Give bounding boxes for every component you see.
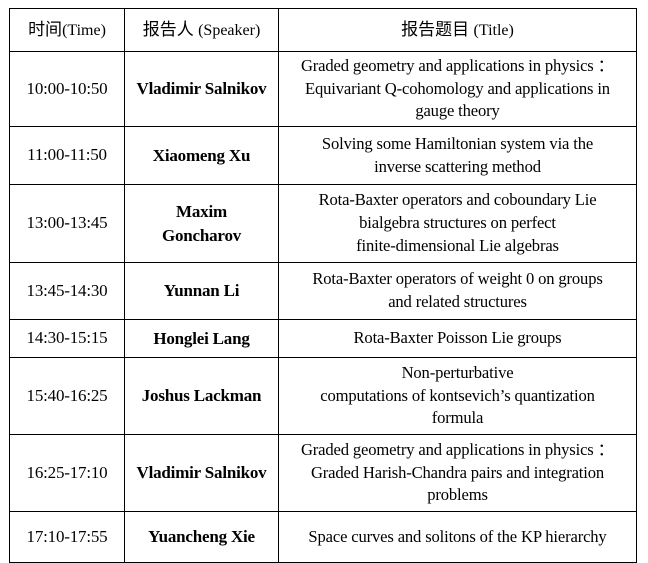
cell-time: 14:30-15:15 — [9, 319, 125, 358]
cell-time: 17:10-17:55 — [9, 511, 125, 563]
speaker-line: Joshus Lackman — [141, 386, 262, 406]
title-line: and related structures — [388, 292, 527, 311]
title-line: computations of kontsevich’s quantizatio… — [320, 385, 595, 405]
speaker-line: Yuancheng Xie — [148, 527, 255, 547]
cell-time: 13:00-13:45 — [9, 184, 125, 263]
cell-speaker: Vladimir Salnikov — [124, 51, 279, 127]
table-row: 10:00-10:50 Vladimir Salnikov Graded geome… — [9, 51, 637, 127]
title-line: bialgebra structures on perfect — [359, 213, 556, 233]
table-row: 15:40-16:25 Joshus Lackman Non-perturbativ… — [9, 357, 637, 435]
cell-title: Rota-Baxter Poisson Lie groups — [278, 319, 637, 358]
title-line: Solving some Hamiltonian system via the — [321, 133, 594, 153]
schedule-table-container: 时间(Time) 报告人 (Speaker) 报告题目 (Title) 10:0… — [9, 8, 637, 563]
speaker-line: Honglei Lang — [153, 328, 250, 348]
column-header-speaker-latin: (Speaker) — [198, 21, 261, 39]
cell-title: Rota-Baxter operators of weight 0 on gro… — [278, 262, 637, 320]
cell-title: Solving some Hamiltonian system via the i… — [278, 126, 637, 185]
speaker-line: Vladimir Salnikov — [136, 79, 267, 99]
table-row: 16:25-17:10 Vladimir Salnikov Graded geome… — [9, 434, 637, 512]
cell-speaker: Vladimir Salnikov — [124, 434, 279, 512]
cell-time: 13:45-14:30 — [9, 262, 125, 320]
table-row: 11:00-11:50 Xiaomeng Xu Solving some Hamil… — [9, 126, 637, 185]
cell-speaker: Joshus Lackman — [124, 357, 279, 435]
table-row: 13:45-14:30 Yunnan Li Rota-Baxter operator… — [9, 262, 637, 320]
speaker-line: Goncharov — [161, 225, 242, 245]
cell-title: Space curves and solitons of the KP hier… — [278, 511, 637, 563]
column-header-time: 时间(Time) — [9, 8, 125, 52]
table-body: 10:00-10:50 Vladimir Salnikov Graded geome… — [9, 51, 637, 563]
column-header-title: 报告题目 (Title) — [278, 8, 637, 52]
table-row: 13:00-13:45 Maxim Goncharov Rota-Baxter ope… — [9, 184, 637, 263]
title-line: Graded geometry and applications in phys… — [300, 55, 615, 75]
title-line: finite-dimensional Lie algebras — [356, 235, 559, 255]
title-line: gauge theory — [415, 101, 500, 121]
cell-title: Graded geometry and applications in phys… — [278, 51, 637, 127]
cell-time: 15:40-16:25 — [9, 357, 125, 435]
cell-speaker: Honglei Lang — [124, 319, 279, 358]
title-line: Space curves and solitons of the KP hier… — [308, 526, 607, 546]
title-line: Rota-Baxter Poisson Lie groups — [353, 328, 562, 348]
speaker-line: Vladimir Salnikov — [136, 463, 267, 483]
column-header-time-latin: (Time) — [62, 21, 106, 39]
column-header-time-cjk: 时间 — [28, 19, 63, 40]
table-row: 14:30-15:15 Honglei Lang Rota-Baxter Poiss… — [9, 319, 637, 358]
cell-speaker: Xiaomeng Xu — [124, 126, 279, 185]
header-row: 时间(Time) 报告人 (Speaker) 报告题目 (Title) — [9, 8, 637, 52]
column-header-speaker: 报告人 (Speaker) — [124, 8, 279, 52]
table-header: 时间(Time) 报告人 (Speaker) 报告题目 (Title) — [9, 8, 637, 52]
column-header-title-cjk: 报告题目 — [401, 19, 470, 40]
column-header-speaker-cjk: 报告人 — [142, 19, 194, 40]
cell-title: Rota-Baxter operators and coboundary Lie… — [278, 184, 637, 263]
title-line: problems — [427, 485, 488, 505]
column-header-title-latin: (Title) — [473, 21, 514, 39]
cell-time: 16:25-17:10 — [9, 434, 125, 512]
conference-schedule-table: 时间(Time) 报告人 (Speaker) 报告题目 (Title) 10:0… — [9, 8, 637, 563]
title-line: inverse scattering method — [374, 156, 541, 176]
cell-speaker: Yunnan Li — [124, 262, 279, 320]
cell-speaker: Maxim Goncharov — [124, 184, 279, 263]
speaker-line: Yunnan Li — [163, 281, 240, 301]
cell-time: 10:00-10:50 — [9, 51, 125, 127]
speaker-line: Maxim — [176, 201, 227, 221]
title-line: Non-perturbative — [401, 362, 514, 382]
table-row: 17:10-17:55 Yuancheng Xie Space curves and… — [9, 511, 637, 563]
title-line: Graded geometry and applications in phys… — [300, 439, 615, 459]
cell-time: 11:00-11:50 — [9, 126, 125, 185]
title-line: Rota-Baxter operators of weight 0 on gro… — [312, 269, 603, 289]
speaker-line: Xiaomeng Xu — [152, 145, 251, 165]
cell-title: Graded geometry and applications in phys… — [278, 434, 637, 512]
title-line: Rota-Baxter operators and coboundary Lie — [318, 190, 597, 210]
title-line: Equivariant Q-cohomology and application… — [305, 78, 610, 98]
title-line: formula — [431, 408, 484, 428]
cell-speaker: Yuancheng Xie — [124, 511, 279, 563]
title-line: Graded Harish-Chandra pairs and integrat… — [310, 462, 605, 482]
cell-title: Non-perturbative computations of kontsevi… — [278, 357, 637, 435]
